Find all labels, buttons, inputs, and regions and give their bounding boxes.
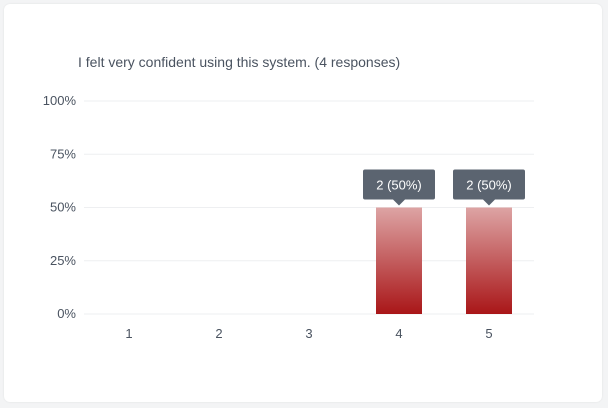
y-tick-label: 50%	[50, 200, 76, 215]
x-tick-label: 3	[305, 326, 312, 341]
data-label: 2 (50%)	[376, 178, 422, 193]
x-tick-label: 1	[125, 326, 132, 341]
x-tick-label: 4	[395, 326, 402, 341]
x-tick-label: 2	[215, 326, 222, 341]
bar-chart: 100% 75% 50% 25% 0% 1 2 3 4 5 2 (50%) 2 (50%)	[43, 93, 534, 341]
data-label-tooltip: 2 (50%)	[363, 169, 435, 206]
x-axis: 1 2 3 4 5	[125, 326, 492, 341]
tooltip-box	[453, 169, 525, 200]
y-axis: 100% 75% 50% 25% 0%	[43, 93, 77, 321]
tooltip-arrow	[393, 199, 405, 206]
tooltip-arrow	[483, 199, 495, 206]
y-tick-label: 25%	[50, 253, 76, 268]
bars	[376, 207, 512, 315]
bar[interactable]	[376, 207, 422, 315]
data-label-tooltip: 2 (50%)	[453, 169, 525, 206]
data-label: 2 (50%)	[466, 178, 512, 193]
y-tick-label: 0%	[57, 306, 76, 321]
chart-card: I felt very confident using this system.…	[4, 4, 602, 402]
grid-lines	[84, 100, 534, 315]
x-tick-label: 5	[485, 326, 492, 341]
question-title: I felt very confident using this system.…	[78, 54, 401, 70]
tooltip-box	[363, 169, 435, 200]
data-labels: 2 (50%) 2 (50%)	[363, 169, 525, 206]
y-tick-label: 75%	[50, 146, 76, 161]
bar[interactable]	[466, 207, 512, 315]
y-tick-label: 100%	[43, 93, 77, 108]
